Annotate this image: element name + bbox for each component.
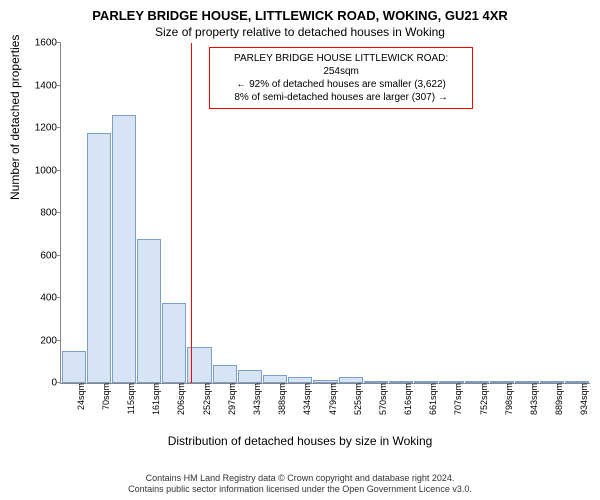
x-tick-label: 843sqm	[527, 383, 539, 415]
x-tick-label: 752sqm	[477, 383, 489, 415]
x-tick-label: 525sqm	[351, 383, 363, 415]
y-tick-mark	[57, 212, 61, 213]
x-tick-label: 934sqm	[577, 383, 589, 415]
x-tick-label: 343sqm	[250, 383, 262, 415]
y-tick-label: 600	[40, 250, 61, 261]
x-tick-label: 798sqm	[502, 383, 514, 415]
y-axis-label: Number of detached properties	[8, 35, 22, 200]
x-tick-label: 206sqm	[174, 383, 186, 415]
x-tick-label: 570sqm	[376, 383, 388, 415]
footer-attribution: Contains HM Land Registry data © Crown c…	[0, 473, 600, 496]
chart-plot-area: PARLEY BRIDGE HOUSE LITTLEWICK ROAD: 254…	[60, 43, 590, 384]
y-tick-mark	[57, 297, 61, 298]
x-tick-label: 661sqm	[426, 383, 438, 415]
y-tick-mark	[57, 382, 61, 383]
y-tick-label: 1200	[35, 123, 61, 134]
x-axis-label: Distribution of detached houses by size …	[0, 434, 600, 448]
x-tick-label: 479sqm	[326, 383, 338, 415]
annotation-box: PARLEY BRIDGE HOUSE LITTLEWICK ROAD: 254…	[209, 47, 473, 109]
x-tick-label: 616sqm	[401, 383, 413, 415]
annotation-line1: PARLEY BRIDGE HOUSE LITTLEWICK ROAD: 254…	[216, 52, 466, 78]
y-tick-label: 1400	[35, 80, 61, 91]
y-tick-mark	[57, 255, 61, 256]
footer-line1: Contains HM Land Registry data © Crown c…	[0, 473, 600, 485]
x-tick-label: 707sqm	[451, 383, 463, 415]
histogram-bar	[263, 375, 287, 384]
x-tick-label: 70sqm	[99, 383, 111, 410]
y-tick-label: 1000	[35, 165, 61, 176]
annotation-line2: ← 92% of detached houses are smaller (3,…	[216, 78, 466, 91]
histogram-bar	[112, 115, 136, 383]
annotation-line3: 8% of semi-detached houses are larger (3…	[216, 91, 466, 104]
x-tick-label: 24sqm	[74, 383, 86, 410]
x-tick-label: 388sqm	[275, 383, 287, 415]
y-tick-mark	[57, 85, 61, 86]
y-tick-label: 200	[40, 335, 61, 346]
histogram-bar	[162, 303, 186, 383]
x-tick-label: 297sqm	[225, 383, 237, 415]
x-tick-label: 161sqm	[149, 383, 161, 415]
y-tick-label: 0	[51, 378, 61, 389]
histogram-bar	[238, 370, 262, 383]
y-tick-mark	[57, 42, 61, 43]
chart-title: PARLEY BRIDGE HOUSE, LITTLEWICK ROAD, WO…	[0, 0, 600, 23]
x-tick-label: 434sqm	[300, 383, 312, 415]
y-tick-mark	[57, 170, 61, 171]
y-tick-label: 400	[40, 293, 61, 304]
histogram-bar	[213, 365, 237, 383]
y-tick-label: 1600	[35, 38, 61, 49]
chart-subtitle: Size of property relative to detached ho…	[0, 23, 600, 43]
property-marker-line	[191, 43, 193, 383]
x-tick-label: 115sqm	[124, 383, 136, 414]
x-tick-label: 889sqm	[552, 383, 564, 415]
y-tick-mark	[57, 127, 61, 128]
footer-line2: Contains public sector information licen…	[0, 484, 600, 496]
x-tick-label: 252sqm	[200, 383, 212, 415]
histogram-bar	[62, 351, 86, 383]
y-tick-label: 800	[40, 208, 61, 219]
histogram-bar	[137, 239, 161, 384]
y-tick-mark	[57, 340, 61, 341]
histogram-bar	[87, 133, 111, 383]
